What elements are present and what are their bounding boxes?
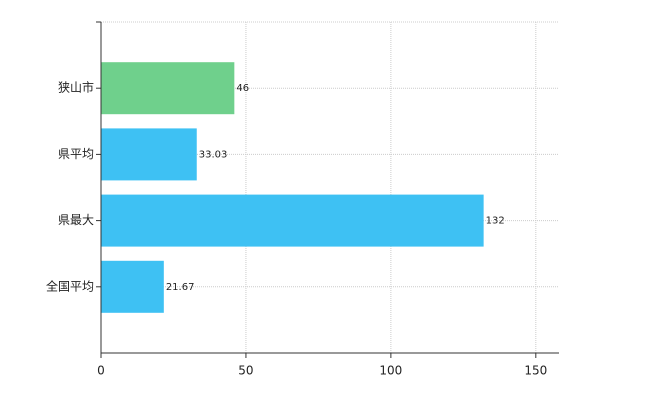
x-tick-label: 50	[238, 364, 253, 378]
bar	[101, 62, 235, 115]
y-tick-label: 狭山市	[58, 80, 94, 95]
y-tick-label: 県平均	[58, 147, 94, 161]
value-label: 21.67	[166, 282, 195, 293]
x-tick-label: 150	[524, 364, 547, 378]
bar	[101, 260, 164, 313]
bar	[101, 128, 197, 181]
y-tick-label: 県最大	[58, 213, 94, 227]
value-label: 132	[486, 216, 505, 227]
value-label: 33.03	[199, 149, 228, 160]
bar	[101, 194, 484, 247]
x-tick-label: 0	[97, 364, 105, 378]
y-tick-label: 全国平均	[46, 278, 94, 293]
x-tick-label: 100	[379, 364, 402, 378]
value-label: 46	[236, 83, 249, 94]
